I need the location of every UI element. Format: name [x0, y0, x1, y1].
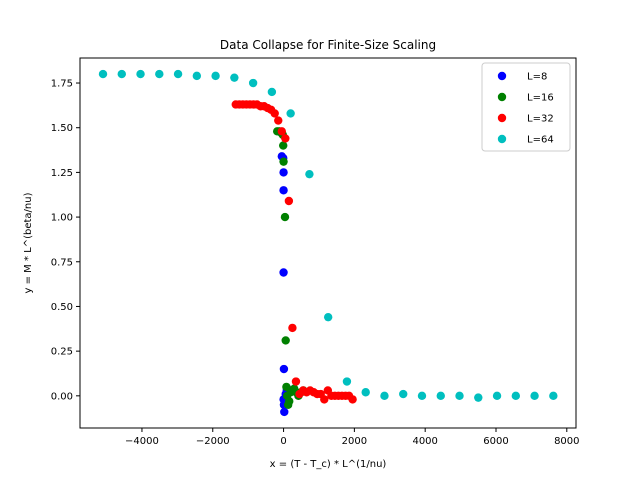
data-point	[474, 393, 483, 402]
data-point	[117, 69, 126, 79]
data-point	[511, 391, 521, 401]
data-point	[530, 391, 539, 401]
data-point	[549, 391, 558, 401]
data-point	[248, 78, 258, 88]
legend-label: L=16	[527, 93, 554, 104]
y-tick-label: 1.50	[51, 123, 73, 134]
legend-marker	[497, 113, 507, 123]
data-point	[399, 389, 408, 399]
data-point	[279, 168, 288, 177]
data-point	[192, 71, 202, 81]
x-tick-label: −4000	[125, 436, 159, 447]
chart-title: Data Collapse for Finite-Size Scaling	[220, 38, 436, 52]
data-point	[455, 391, 464, 401]
series-l-32	[231, 100, 357, 404]
data-point	[173, 69, 183, 79]
data-point	[279, 141, 288, 150]
y-tick-label: 0.00	[51, 391, 73, 402]
data-point	[230, 73, 239, 82]
data-point	[492, 391, 502, 401]
x-axis-title: x = (T - T_c) * L^(1/nu)	[270, 459, 387, 470]
legend: L=8 L=16 L=32 L=64	[481, 62, 571, 152]
data-point	[280, 407, 289, 417]
data-point	[417, 391, 427, 401]
data-point	[380, 391, 389, 401]
data-point	[279, 186, 288, 195]
data-point	[274, 116, 283, 125]
data-point	[342, 377, 352, 386]
data-point	[291, 377, 301, 386]
y-tick-label: 0.25	[51, 347, 73, 358]
data-point	[348, 395, 357, 404]
y-axis: 0.00 0.25 0.50 0.75 1.00 1.25 1.50 1.75	[51, 79, 80, 402]
data-point	[285, 396, 294, 406]
data-point	[361, 388, 370, 397]
data-point	[323, 312, 333, 322]
data-point	[279, 268, 288, 277]
legend-marker	[497, 134, 507, 144]
y-tick-label: 1.00	[51, 213, 73, 224]
x-tick-label: −2000	[196, 436, 230, 447]
y-tick-label: 0.50	[51, 302, 73, 313]
y-tick-label: 0.75	[51, 257, 73, 268]
data-point	[281, 134, 290, 143]
data-point	[277, 127, 286, 136]
data-point	[280, 212, 290, 222]
x-tick-label: 8000	[554, 436, 579, 447]
legend-label: L=8	[527, 72, 547, 83]
plot-frame	[79, 57, 577, 429]
data-point	[281, 336, 290, 345]
series-layer	[98, 69, 558, 417]
data-point	[155, 69, 164, 79]
data-point	[284, 196, 294, 206]
data-point	[286, 109, 295, 118]
legend-box	[481, 62, 571, 152]
data-point	[279, 157, 288, 166]
data-point	[288, 323, 297, 333]
data-point	[305, 169, 314, 179]
x-tick-label: 2000	[342, 436, 367, 447]
legend-marker	[497, 71, 507, 81]
data-point	[267, 87, 277, 97]
series-l-64	[98, 69, 558, 402]
data-point	[279, 364, 289, 374]
legend-label: L=32	[527, 114, 554, 125]
data-point	[211, 71, 220, 81]
y-axis-title: y = M * L^(beta/nu)	[23, 192, 34, 293]
legend-marker	[497, 92, 507, 102]
data-point	[320, 395, 329, 404]
y-tick-label: 1.25	[51, 168, 73, 179]
x-tick-label: 0	[280, 436, 286, 447]
x-tick-label: 6000	[483, 436, 508, 447]
plot-area	[79, 57, 577, 429]
x-axis: −4000 −2000 0 2000 4000 6000 8000	[125, 428, 580, 447]
data-point	[436, 391, 445, 401]
data-point	[98, 69, 108, 79]
data-point	[270, 109, 279, 118]
y-tick-label: 1.75	[51, 79, 73, 90]
legend-label: L=64	[527, 135, 554, 146]
data-point	[136, 69, 145, 79]
x-tick-label: 4000	[412, 436, 437, 447]
